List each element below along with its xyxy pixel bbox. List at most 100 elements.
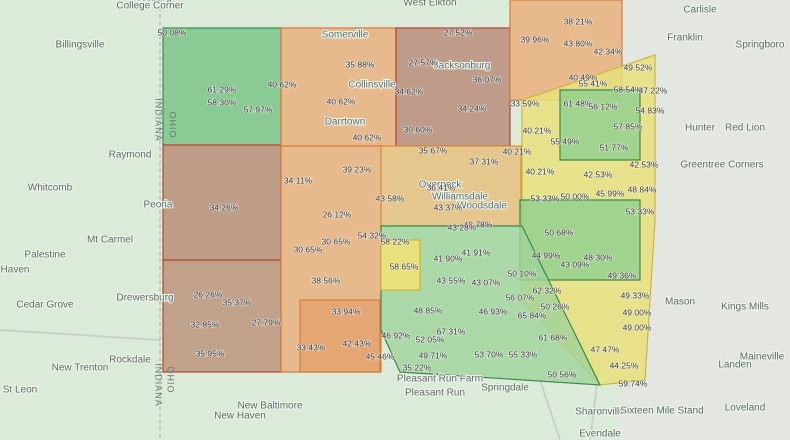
place-label: Carlisle [683, 5, 717, 16]
precinct-label: 58.22% [381, 236, 410, 246]
precinct-label: 49.33% [621, 290, 650, 300]
precinct-label: 34.11% [284, 175, 313, 185]
precinct-label: 45.46% [366, 351, 395, 361]
place-label: Overpeck [419, 180, 463, 191]
precinct-label: 35.88% [346, 59, 375, 69]
precinct-label: 43.28% [448, 222, 477, 232]
precinct-label: 50.10% [508, 268, 537, 278]
place-label: Springboro [736, 40, 785, 51]
precinct [162, 259, 282, 373]
precinct-label: 55.49% [551, 136, 580, 146]
precinct-label: 47.47% [591, 344, 620, 354]
precinct-label: 42.43% [343, 338, 372, 348]
precinct-label: 35.67% [419, 145, 448, 155]
precinct-label: 49.00% [623, 307, 652, 317]
precincts [162, 0, 656, 386]
place-label: Drewersburg [116, 293, 173, 304]
precinct-label: 50.56% [548, 369, 577, 379]
precinct-label: 54.83% [636, 105, 665, 115]
place-label: Pleasant Run Farm [397, 374, 483, 385]
precinct [280, 27, 397, 147]
place-label: Sixteen Mile Stand [620, 406, 703, 417]
precinct-label: 40.62% [327, 96, 356, 106]
precinct-label: 49.71% [419, 350, 448, 360]
precinct-label: 45.99% [596, 188, 625, 198]
place-label: Greentree Corners [680, 160, 763, 171]
place-label: Red Lion [725, 123, 765, 134]
place-label: Raymond [109, 150, 152, 161]
precinct-label: 43.80% [564, 38, 593, 48]
state-label: INDIANA [154, 98, 164, 142]
precinct-label: 61.29% [208, 84, 237, 94]
place-label: Landen [718, 360, 751, 371]
precinct-label: 67.31% [437, 326, 466, 336]
precinct-label: 36.07% [473, 74, 502, 84]
precinct-label: 46.92% [382, 330, 411, 340]
place-label: Palestine [24, 250, 66, 261]
place-label: Somerville [322, 30, 369, 41]
precinct-label: 43.09% [561, 259, 590, 269]
precinct-label: 53.70% [475, 349, 504, 359]
place-label: New Trenton [52, 363, 109, 374]
place-label: Jacksonburg [434, 61, 491, 72]
place-label: Williamsdale [432, 192, 489, 203]
precinct-label: 40.21% [523, 125, 552, 135]
place-label: Kings Mills [721, 302, 769, 313]
place-label: Rockdale [109, 355, 151, 366]
precinct-label: 43.55% [437, 275, 466, 285]
precinct-label: 37.31% [470, 156, 499, 166]
place-label: Springdale [481, 383, 529, 394]
precinct-label: 48.78% [464, 219, 493, 229]
precinct-label: 27.79% [252, 317, 281, 327]
precinct-label: 30.65% [294, 244, 323, 254]
place-label: Hunter [685, 123, 716, 134]
precinct-label: 26.12% [323, 209, 352, 219]
place-label: New Haven [214, 411, 266, 422]
precinct-label: 42.53% [584, 169, 613, 179]
precinct-label: 30.65% [322, 236, 351, 246]
precinct-label: 58.54% [614, 84, 643, 94]
place-label: Whitcomb [28, 183, 73, 194]
precinct-label: 35.22% [403, 362, 432, 372]
precinct-label: 40.62% [268, 79, 297, 89]
place-label: Haven [1, 265, 30, 276]
precinct-label: 39.23% [343, 164, 372, 174]
place-label: Mt Carmel [87, 235, 133, 246]
precinct-label: 41.90% [434, 253, 463, 263]
precinct-label: 46.93% [479, 306, 508, 316]
precinct-label: 55.33% [509, 349, 538, 359]
precinct-label: 48.30% [584, 252, 613, 262]
place-label: Franklin [667, 33, 703, 44]
place-label: Billingsville [56, 40, 105, 51]
precinct-label: 38.21% [564, 16, 593, 26]
precinct-label: 56.07% [506, 292, 535, 302]
precinct-label: 43.58% [376, 193, 405, 203]
precinct-label: 34.62% [395, 86, 424, 96]
precinct-label: 53.33% [626, 206, 655, 216]
precinct-label: 57.97% [244, 104, 273, 114]
precinct-label: 30.60% [404, 124, 433, 134]
place-label: Evendale [579, 429, 621, 440]
precinct-label: 48.84% [628, 184, 657, 194]
precinct [162, 144, 282, 261]
precinct-label: 40.62% [353, 132, 382, 142]
precinct-label: 33.43% [297, 342, 326, 352]
precinct-label: 35.95% [196, 348, 225, 358]
precinct-label: 55.41% [579, 78, 608, 88]
precinct [380, 145, 522, 227]
precinct-label: 34.24% [458, 103, 487, 113]
state-label: OHIO [168, 111, 178, 138]
place-label: St Leon [3, 385, 37, 396]
precinct-label: 56.12% [589, 101, 618, 111]
precinct [395, 27, 511, 147]
precinct-label: 32.85% [191, 319, 220, 329]
precinct-label: 44.25% [610, 360, 639, 370]
precinct-label: 58.30% [208, 97, 237, 107]
precinct-label: 33.94% [332, 306, 361, 316]
precinct-label: 50.26% [541, 301, 570, 311]
precinct-label: 39.96% [521, 34, 550, 44]
precinct-label: 27.57% [409, 57, 438, 67]
precinct-label: 26.26% [194, 289, 223, 299]
